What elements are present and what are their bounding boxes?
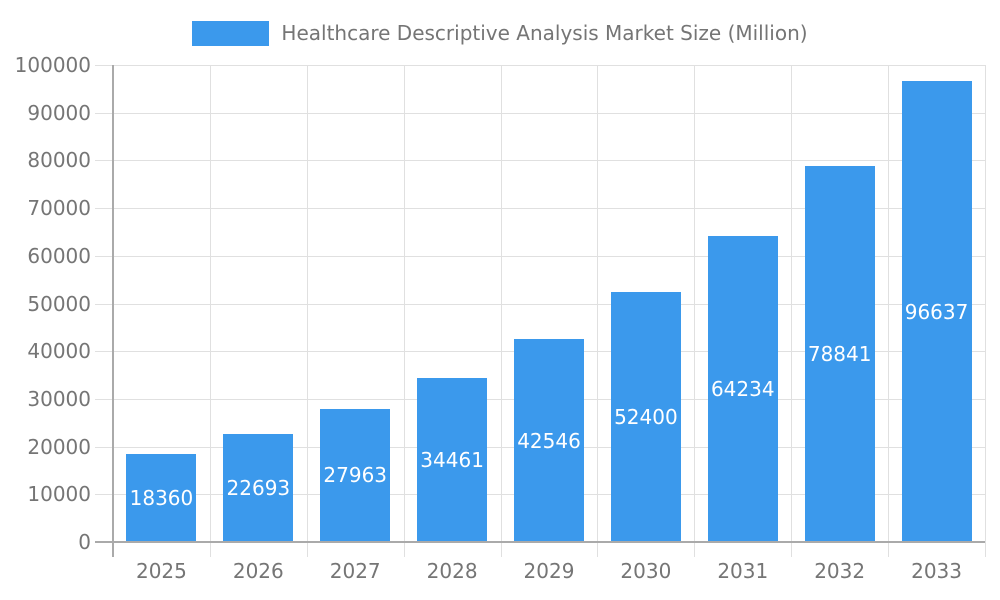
x-gridline <box>791 65 793 557</box>
y-axis-tick-label: 30000 <box>27 386 91 411</box>
x-axis-tick-label: 2025 <box>135 559 187 583</box>
bar-value-label: 22693 <box>226 475 291 500</box>
x-axis-tick-label: 2032 <box>814 559 866 583</box>
x-gridline <box>209 65 211 557</box>
x-gridline <box>888 65 890 557</box>
bar-2025: 18360 <box>126 454 197 542</box>
x-gridline <box>403 65 405 557</box>
bar-2026: 22693 <box>223 433 294 542</box>
y-axis-tick-label: 70000 <box>27 196 91 221</box>
x-gridline <box>500 65 502 557</box>
y-axis-tick-label: 100000 <box>14 53 91 77</box>
x-gridline <box>306 65 308 557</box>
y-axis-tick-label: 10000 <box>27 482 91 507</box>
y-gridline <box>95 255 985 257</box>
bar-2030: 52400 <box>610 292 681 542</box>
y-gridline <box>95 65 985 66</box>
x-axis-tick-label: 2030 <box>620 559 672 583</box>
y-axis-tick-label: 80000 <box>27 148 91 173</box>
y-axis-tick-label: 20000 <box>27 434 91 459</box>
bar-2031: 64234 <box>707 235 778 542</box>
x-axis-tick-label: 2026 <box>232 559 284 583</box>
y-gridline <box>95 208 985 210</box>
y-axis-tick-label: 60000 <box>27 243 91 268</box>
x-gridline <box>985 65 986 557</box>
bar-2033: 96637 <box>901 81 972 542</box>
y-axis-tick-label: 90000 <box>27 100 91 125</box>
bar-2027: 27963 <box>320 408 391 542</box>
bar-value-label: 78841 <box>807 341 872 366</box>
bar-value-label: 96637 <box>904 299 969 324</box>
bar-value-label: 34461 <box>420 447 484 472</box>
bar-value-label: 27963 <box>323 463 388 488</box>
y-axis-line <box>112 65 114 557</box>
bar-value-label: 42546 <box>517 428 581 453</box>
bar-value-label: 18360 <box>129 486 194 511</box>
bar-2028: 34461 <box>417 377 488 542</box>
x-axis-tick-label: 2033 <box>911 559 962 583</box>
x-axis-tick-label: 2027 <box>329 559 381 583</box>
x-gridline <box>694 65 696 557</box>
bar-value-label: 64234 <box>710 376 775 401</box>
x-axis-line <box>95 541 985 543</box>
y-axis-tick-label: 40000 <box>27 339 91 364</box>
x-axis-tick-label: 2031 <box>717 559 769 583</box>
bar-2029: 42546 <box>514 339 584 542</box>
y-axis-tick-label: 0 <box>78 530 91 554</box>
x-gridline <box>597 65 599 557</box>
legend[interactable]: Healthcare Descriptive Analysis Market S… <box>0 21 1000 46</box>
bar-value-label: 52400 <box>614 405 678 430</box>
x-axis-tick-label: 2029 <box>523 559 575 583</box>
legend-swatch <box>192 21 270 46</box>
y-gridline <box>95 112 985 114</box>
y-gridline <box>95 303 985 305</box>
x-axis-tick-label: 2028 <box>426 559 478 583</box>
y-axis-tick-label: 50000 <box>27 291 91 316</box>
legend-label: Healthcare Descriptive Analysis Market S… <box>281 21 808 45</box>
y-gridline <box>95 160 985 162</box>
bar-2032: 78841 <box>804 165 875 542</box>
